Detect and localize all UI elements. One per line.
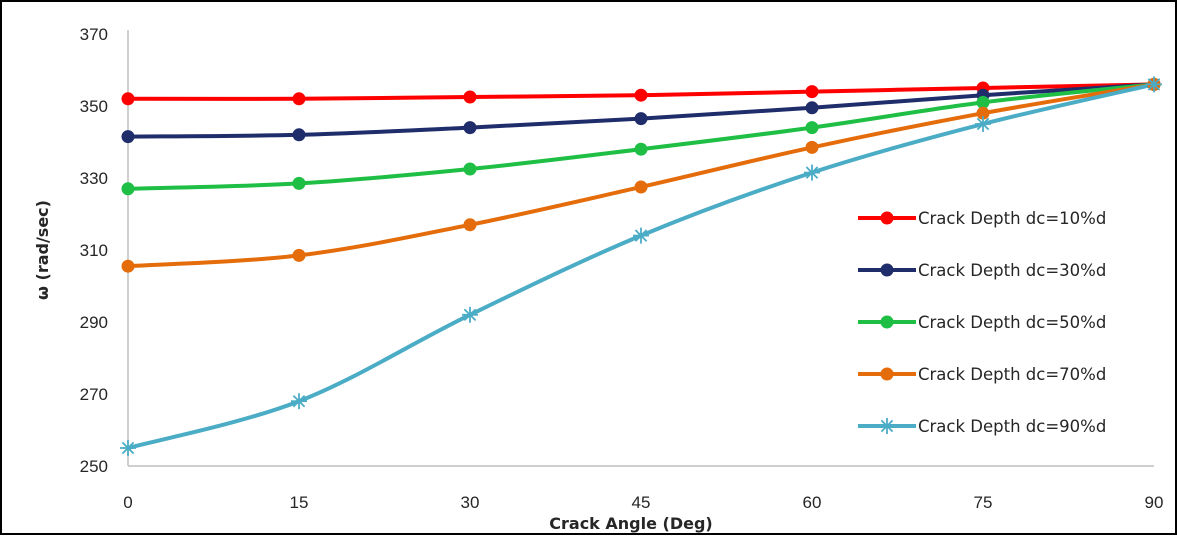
data-point (121, 182, 135, 196)
legend-marker (880, 315, 894, 329)
y-tick-label: 350 (80, 97, 108, 116)
legend-label: Crack Depth dc=30%d (918, 261, 1106, 280)
x-tick-label: 0 (123, 493, 132, 512)
data-point (633, 227, 649, 244)
legend: Crack Depth dc=10%d Crack Depth dc=30%d Cr… (858, 209, 1106, 436)
data-point (463, 218, 477, 232)
legend-label: Crack Depth dc=90%d (918, 417, 1106, 436)
data-point (804, 164, 820, 181)
tick-labels: 250 270 290 310 330 350 370 0 15 30 45 60 75 90 (80, 25, 1164, 512)
legend-marker (880, 367, 894, 381)
legend-marker (880, 263, 894, 277)
legend-item: Crack Depth dc=50%d (858, 313, 1106, 332)
y-tick-label: 310 (80, 241, 108, 260)
x-axis-title: Crack Angle (Deg) (549, 514, 712, 533)
data-point (634, 112, 648, 126)
data-point (121, 130, 135, 144)
data-point (292, 128, 306, 142)
data-point (634, 180, 648, 194)
data-point (463, 90, 477, 104)
series-lines (120, 76, 1162, 456)
legend-label: Crack Depth dc=50%d (918, 313, 1106, 332)
data-point (463, 121, 477, 135)
data-point (805, 140, 819, 154)
data-point (292, 176, 306, 190)
data-point (291, 393, 307, 410)
y-tick-label: 330 (80, 169, 108, 188)
legend-item: Crack Depth dc=90%d (858, 417, 1106, 436)
data-point (121, 259, 135, 273)
data-point (976, 95, 990, 109)
legend-item: Crack Depth dc=30%d (858, 261, 1106, 280)
legend-label: Crack Depth dc=10%d (918, 209, 1106, 228)
data-point (634, 88, 648, 102)
x-tick-label: 15 (290, 493, 309, 512)
data-point (975, 116, 991, 132)
data-point (292, 248, 306, 262)
y-tick-label: 370 (80, 25, 108, 44)
legend-marker (879, 418, 895, 434)
legend-item: Crack Depth dc=70%d (858, 365, 1106, 384)
y-tick-label: 290 (80, 313, 108, 332)
data-point (805, 85, 819, 99)
data-point (1146, 76, 1162, 93)
data-point (805, 121, 819, 135)
data-point (292, 92, 306, 106)
y-tick-label: 270 (80, 385, 108, 404)
legend-marker (880, 211, 894, 225)
x-tick-label: 30 (461, 493, 480, 512)
data-point (462, 306, 478, 323)
data-point (976, 106, 990, 120)
data-point (121, 92, 135, 106)
y-axis-title: ω (rad/sec) (33, 200, 52, 300)
data-point (120, 440, 136, 456)
x-tick-label: 75 (974, 493, 993, 512)
legend-label: Crack Depth dc=70%d (918, 365, 1106, 384)
x-tick-label: 60 (803, 493, 822, 512)
y-tick-label: 250 (80, 457, 108, 476)
data-point (463, 162, 477, 176)
data-point (805, 101, 819, 115)
legend-item: Crack Depth dc=10%d (858, 209, 1106, 228)
data-point (634, 142, 648, 156)
x-tick-label: 90 (1145, 493, 1164, 512)
x-tick-label: 45 (632, 493, 651, 512)
